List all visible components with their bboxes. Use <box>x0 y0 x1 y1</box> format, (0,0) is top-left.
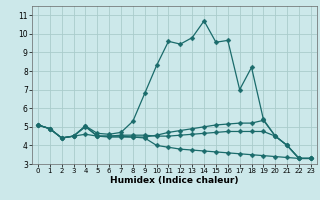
X-axis label: Humidex (Indice chaleur): Humidex (Indice chaleur) <box>110 176 239 185</box>
